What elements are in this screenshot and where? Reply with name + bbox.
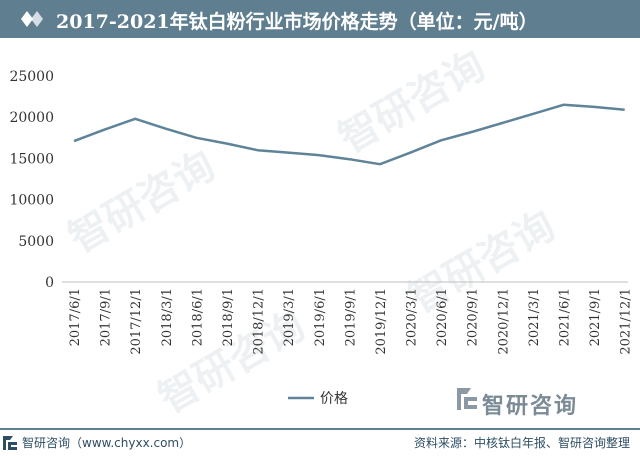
x-tick-label: 2018/9/1 [221, 288, 236, 346]
x-tick-label: 2020/3/1 [405, 288, 420, 346]
x-tick-label: 2021/12/1 [619, 288, 634, 355]
x-tick-label: 2019/6/1 [313, 288, 328, 346]
brand-logo-icon [2, 435, 18, 451]
chart-title: 2017-2021年钛白粉行业市场价格走势（单位：元/吨） [56, 7, 538, 34]
x-tick-label: 2021/3/1 [527, 288, 542, 346]
x-tick-label: 2017/12/1 [129, 288, 144, 355]
legend-label: 价格 [320, 391, 348, 407]
x-tick-label: 2019/9/1 [343, 288, 358, 346]
y-tick-label: 0 [45, 275, 54, 291]
footer-source: 资料来源：中核钛白年报、智研咨询整理 [414, 434, 630, 451]
brand-name: 智研咨询 [482, 388, 578, 420]
brand-logo-icon [455, 386, 479, 412]
x-tick-label: 2019/12/1 [374, 288, 389, 355]
x-tick-label: 2020/9/1 [466, 288, 481, 346]
y-tick-label: 20000 [9, 110, 54, 126]
x-tick-label: 2021/9/1 [588, 288, 603, 346]
y-tick-label: 5000 [18, 234, 54, 250]
y-tick-label: 25000 [9, 69, 54, 85]
y-tick-label: 10000 [9, 193, 54, 209]
footer: 智研咨询（www.chyxx.com） 资料来源：中核钛白年报、智研咨询整理 [0, 428, 640, 456]
x-tick-label: 2019/3/1 [282, 288, 297, 346]
x-tick-label: 2020/6/1 [435, 288, 450, 346]
x-tick-label: 2020/12/1 [496, 288, 511, 355]
series-line [74, 105, 625, 164]
x-tick-label: 2021/6/1 [558, 288, 573, 346]
x-tick-label: 2018/6/1 [190, 288, 205, 346]
x-tick-label: 2018/12/1 [252, 288, 267, 355]
x-tick-label: 2018/3/1 [160, 288, 175, 346]
diamond-icon [14, 10, 48, 28]
x-tick-label: 2017/9/1 [99, 288, 114, 346]
x-tick-label: 2017/6/1 [68, 288, 83, 346]
y-tick-label: 15000 [9, 151, 54, 167]
footer-brand: 智研咨询（www.chyxx.com） [22, 434, 191, 451]
title-bar: 2017-2021年钛白粉行业市场价格走势（单位：元/吨） [0, 0, 640, 38]
line-chart: 0 5000 10000 15000 20000 25000 2017/6/1 2017/9/… [0, 38, 640, 428]
